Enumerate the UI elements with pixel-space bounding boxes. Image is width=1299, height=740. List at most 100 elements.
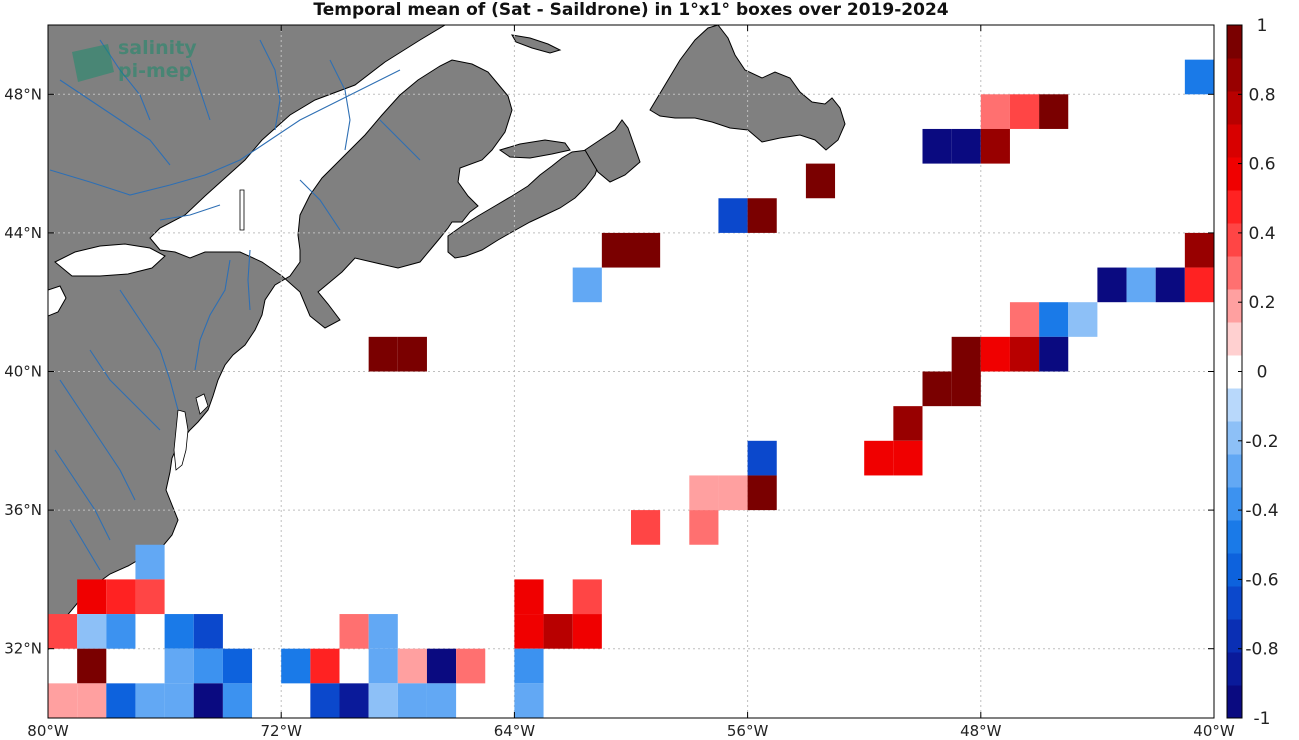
colorbar-segment [1227,124,1242,158]
data-cell [864,440,894,476]
data-cell [1009,336,1040,372]
data-cell [339,683,369,718]
data-cell [193,614,223,649]
data-cell [135,579,165,615]
data-cell [1039,336,1069,372]
data-cell [805,163,836,199]
colorbar-segment [1227,355,1242,389]
data-cell [1068,302,1098,337]
colorbar-tick-label: -0.4 [1245,501,1278,521]
data-cell [922,128,952,164]
colorbar-tick-label: -0.6 [1245,570,1278,590]
land-pei [498,139,571,159]
data-cell [106,579,136,615]
data-cell [1009,302,1040,337]
data-cell [164,648,194,684]
colorbar-tick-label: 0.6 [1248,155,1275,175]
colorbar-tick-label: 0.8 [1248,85,1275,105]
data-cell [980,128,1010,164]
data-cell [1039,302,1069,337]
y-tick-label: 36°N [4,501,42,519]
data-cell [456,648,486,684]
watermark-line1: salinity [118,37,197,59]
chart-title: Temporal mean of (Sat - Saildrone) in 1°… [313,0,949,20]
y-tick-label: 44°N [4,224,42,242]
data-cell [339,614,369,649]
data-cell [747,440,777,476]
x-tick-label: 80°W [27,722,69,740]
data-cell [48,614,78,649]
data-cell [514,683,544,718]
data-cell [893,440,923,476]
colorbar-tick-label: 0.2 [1248,293,1275,313]
data-cell [1039,94,1069,129]
data-cell [689,475,719,511]
logo-mark-icon [72,44,114,82]
data-cell [980,94,1010,129]
land-nova-scotia [447,149,601,259]
colorbar-tick-label: -0.2 [1245,432,1278,452]
colorbar-segment [1227,520,1242,554]
data-cell [193,683,223,718]
colorbar-segment [1227,619,1242,653]
x-tick-label: 64°W [494,722,536,740]
x-tick-label: 72°W [260,722,302,740]
y-tick-label: 48°N [4,85,42,103]
colorbar-segment [1227,421,1242,455]
colorbar-segment [1227,652,1242,686]
colorbar-segment [1227,58,1242,92]
data-cell [631,232,661,268]
data-cell [572,267,602,303]
colorbar-segment [1227,91,1242,125]
data-cell [164,683,194,718]
data-cell [514,648,544,684]
data-cell [951,371,981,407]
data-cell [426,683,457,718]
y-tick-label: 32°N [4,640,42,658]
data-cell [718,475,748,511]
data-cell [164,614,194,649]
colorbar-segment [1227,553,1242,587]
x-tick-label: 48°W [960,722,1002,740]
data-cell [1155,267,1185,303]
data-cell [1009,94,1040,129]
data-cell [922,371,952,407]
colorbar-segment [1227,586,1242,620]
x-tick-label: 40°W [1193,722,1235,740]
data-cell [601,232,631,268]
data-cell [514,579,544,615]
colorbar-segment [1227,223,1242,257]
data-cell [747,198,777,233]
data-cell [368,648,398,684]
data-cell [426,648,457,684]
data-cell [310,648,340,684]
data-cell [77,579,107,615]
y-axis-ticks: 48°N 44°N 40°N 36°N 32°N [4,85,1214,658]
colorbar-segment [1227,256,1242,290]
watermark-line2: pi-mep [118,60,192,82]
land-layer [48,25,846,651]
colorbar-segment [1227,157,1242,191]
colorbar-segment [1227,190,1242,224]
delaware-bay [195,393,209,415]
lake-ontario [54,243,166,277]
colorbar-segment [1227,322,1242,356]
data-cell [572,579,602,615]
rivers [49,39,421,571]
salinity-pi-mep-logo: salinity pi-mep [72,37,197,82]
chesapeake-bay [173,409,189,471]
data-cell [135,683,165,718]
colorbar-tick-label: -0.8 [1245,640,1278,660]
data-cell [281,648,311,684]
data-cell [514,614,544,649]
data-cell [222,683,253,718]
data-cell [77,614,107,649]
data-cell [572,614,602,649]
data-cell [1126,267,1156,303]
colorbar-segment [1227,685,1242,719]
data-cell [106,614,136,649]
data-cell [77,683,107,718]
data-cell [397,336,427,372]
data-cell [368,336,398,372]
